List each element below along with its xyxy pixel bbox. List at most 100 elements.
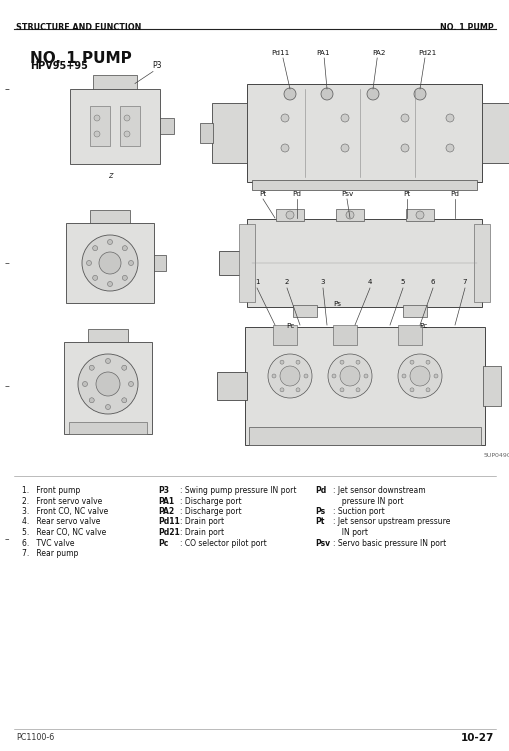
Circle shape [105, 405, 110, 409]
Circle shape [94, 131, 100, 137]
Bar [275, 209, 303, 221]
Text: 6: 6 [430, 279, 434, 285]
Bar [212, 103, 247, 163]
Text: Pd21: Pd21 [417, 50, 435, 56]
Text: : Jet sensor upstream pressure: : Jet sensor upstream pressure [332, 517, 449, 526]
Text: IN port: IN port [336, 528, 367, 537]
Text: Pd11: Pd11 [270, 50, 289, 56]
Circle shape [271, 374, 275, 378]
Circle shape [122, 276, 127, 280]
Circle shape [400, 114, 408, 122]
Circle shape [122, 365, 127, 370]
Circle shape [279, 388, 284, 392]
Text: 2: 2 [284, 279, 289, 285]
Bar [482, 103, 509, 163]
Text: Pc: Pc [285, 323, 294, 329]
Text: : Suction port: : Suction port [332, 507, 384, 516]
Text: STRUCTURE AND FUNCTION: STRUCTURE AND FUNCTION [16, 23, 141, 32]
Text: Psv: Psv [315, 538, 329, 547]
Bar [216, 372, 246, 400]
Text: P3: P3 [158, 486, 168, 495]
Circle shape [400, 144, 408, 152]
Text: : Discharge port: : Discharge port [180, 496, 241, 505]
Text: PA2: PA2 [158, 507, 174, 516]
Circle shape [280, 114, 289, 122]
Circle shape [96, 372, 120, 396]
Circle shape [331, 374, 335, 378]
Bar [252, 180, 476, 190]
Text: 6.   TVC valve: 6. TVC valve [22, 538, 74, 547]
Bar [88, 329, 128, 342]
Text: Ps: Ps [332, 301, 341, 307]
Circle shape [89, 365, 94, 370]
Circle shape [122, 246, 127, 251]
Circle shape [341, 114, 348, 122]
Text: 7.   Rear pump: 7. Rear pump [22, 549, 78, 558]
Text: 1.   Front pump: 1. Front pump [22, 486, 80, 495]
Bar [248, 427, 480, 445]
Text: Pt: Pt [403, 191, 410, 197]
Circle shape [355, 360, 359, 364]
Circle shape [320, 88, 332, 100]
Circle shape [128, 382, 133, 387]
Circle shape [303, 374, 307, 378]
Bar [332, 325, 356, 345]
Text: –: – [5, 84, 10, 94]
Circle shape [99, 252, 121, 274]
Bar [69, 422, 147, 434]
Circle shape [295, 388, 299, 392]
Circle shape [128, 261, 133, 266]
Text: PA2: PA2 [372, 50, 385, 56]
Circle shape [124, 115, 130, 121]
Bar [90, 210, 130, 223]
Bar [90, 106, 110, 146]
Circle shape [409, 366, 429, 386]
Circle shape [425, 388, 429, 392]
Bar [405, 209, 433, 221]
Circle shape [340, 388, 344, 392]
Circle shape [107, 282, 112, 286]
Text: 5.   Rear CO, NC valve: 5. Rear CO, NC valve [22, 528, 106, 537]
Circle shape [122, 398, 127, 403]
Circle shape [415, 211, 423, 219]
Text: 5UP04909: 5UP04909 [483, 453, 509, 458]
Text: 7: 7 [462, 279, 466, 285]
Text: P3: P3 [152, 62, 161, 71]
Text: : Servo basic pressure IN port: : Servo basic pressure IN port [332, 538, 445, 547]
Bar [219, 251, 249, 275]
Text: HPV95+95: HPV95+95 [30, 61, 88, 71]
Text: –: – [5, 381, 10, 391]
Text: PC1100-6: PC1100-6 [16, 733, 54, 742]
Text: : Drain port: : Drain port [180, 528, 223, 537]
Circle shape [279, 366, 299, 386]
Text: PA1: PA1 [316, 50, 329, 56]
Circle shape [93, 276, 97, 280]
Text: Ps: Ps [315, 507, 325, 516]
Circle shape [340, 366, 359, 386]
Text: pressure IN port: pressure IN port [336, 496, 403, 505]
Circle shape [340, 360, 344, 364]
Circle shape [284, 88, 295, 100]
Circle shape [94, 115, 100, 121]
Bar [66, 223, 154, 303]
Text: PA1: PA1 [158, 496, 174, 505]
Bar [482, 366, 500, 406]
Circle shape [327, 354, 371, 398]
Text: 3.   Front CO, NC valve: 3. Front CO, NC valve [22, 507, 108, 516]
Circle shape [89, 398, 94, 403]
Bar [402, 305, 426, 317]
Text: Pd21: Pd21 [158, 528, 179, 537]
Circle shape [107, 240, 112, 245]
Bar [473, 224, 490, 302]
Circle shape [409, 388, 413, 392]
Bar [247, 219, 482, 307]
Text: Pt: Pt [259, 191, 266, 197]
Text: 3: 3 [320, 279, 325, 285]
Text: NO. 1 PUMP: NO. 1 PUMP [30, 51, 131, 66]
Text: 1: 1 [254, 279, 259, 285]
Circle shape [341, 144, 348, 152]
Text: NO. 1 PUMP: NO. 1 PUMP [439, 23, 493, 32]
Circle shape [280, 144, 289, 152]
Circle shape [409, 360, 413, 364]
Bar [244, 327, 484, 445]
